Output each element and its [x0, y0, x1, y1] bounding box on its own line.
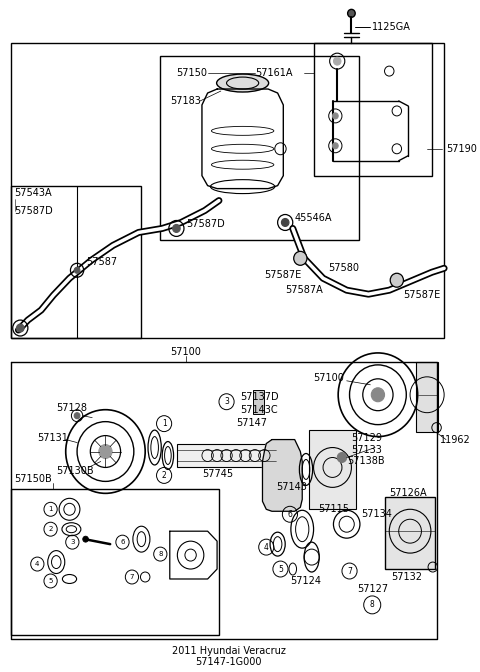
- Text: 11962: 11962: [440, 435, 471, 445]
- Text: 57130B: 57130B: [56, 466, 94, 476]
- Text: 5: 5: [278, 564, 283, 573]
- Bar: [11, 489, 219, 635]
- Text: 57126A: 57126A: [389, 489, 427, 499]
- Text: 57587D: 57587D: [14, 206, 53, 216]
- Circle shape: [337, 452, 347, 462]
- Text: 57587D: 57587D: [186, 220, 225, 229]
- Circle shape: [390, 274, 404, 287]
- Text: 57100: 57100: [313, 373, 345, 383]
- Text: 1: 1: [48, 506, 53, 512]
- Text: 4: 4: [35, 561, 39, 567]
- Circle shape: [173, 224, 180, 233]
- Text: 57161A: 57161A: [255, 68, 292, 78]
- Circle shape: [294, 251, 307, 265]
- Text: 57190: 57190: [446, 144, 477, 154]
- Bar: [160, 56, 359, 241]
- Text: 57580: 57580: [328, 263, 359, 274]
- Text: 5: 5: [48, 578, 53, 584]
- Text: 57143C: 57143C: [240, 405, 277, 415]
- Bar: [253, 390, 264, 414]
- Text: 57587: 57587: [86, 257, 118, 267]
- Circle shape: [74, 413, 80, 419]
- Text: 8: 8: [370, 600, 374, 610]
- Text: 57132: 57132: [391, 572, 422, 582]
- Text: 57127: 57127: [357, 584, 388, 594]
- Text: 2011 Hyundai Veracruz: 2011 Hyundai Veracruz: [171, 646, 286, 656]
- Text: 4: 4: [264, 542, 269, 552]
- Circle shape: [281, 218, 289, 226]
- Text: 57587E: 57587E: [404, 290, 441, 300]
- Text: 57147: 57147: [236, 417, 267, 427]
- Circle shape: [333, 113, 338, 119]
- Text: 57143: 57143: [276, 482, 307, 493]
- Circle shape: [16, 324, 24, 332]
- Circle shape: [372, 388, 384, 402]
- Text: 57115: 57115: [318, 504, 349, 514]
- Text: 57138B: 57138B: [347, 456, 384, 466]
- Text: 2: 2: [48, 526, 53, 532]
- Text: 57150B: 57150B: [14, 474, 52, 485]
- Text: 57150: 57150: [177, 68, 208, 78]
- Text: 57543A: 57543A: [14, 187, 52, 198]
- Text: 1: 1: [162, 419, 167, 428]
- Text: 57587E: 57587E: [264, 270, 301, 280]
- Ellipse shape: [216, 74, 269, 92]
- Text: 57129: 57129: [351, 433, 383, 443]
- Circle shape: [83, 536, 88, 542]
- Bar: [416, 362, 438, 431]
- Text: 7: 7: [347, 566, 352, 575]
- Bar: [384, 497, 435, 569]
- Text: 57124: 57124: [290, 576, 321, 586]
- Text: 8: 8: [158, 551, 163, 557]
- Circle shape: [74, 267, 80, 274]
- Text: 7: 7: [130, 574, 134, 580]
- Text: 1125GA: 1125GA: [372, 22, 411, 32]
- Bar: [309, 429, 356, 509]
- Text: 57147-1G000: 57147-1G000: [195, 657, 262, 667]
- Bar: [313, 43, 432, 175]
- Text: 2: 2: [162, 471, 167, 480]
- Text: 6: 6: [120, 539, 125, 545]
- Text: 57100: 57100: [170, 347, 201, 357]
- Circle shape: [99, 445, 112, 458]
- Text: 57587A: 57587A: [285, 285, 323, 295]
- Text: 57133: 57133: [351, 445, 382, 454]
- Circle shape: [348, 9, 355, 17]
- Circle shape: [333, 143, 338, 149]
- Bar: [177, 444, 276, 468]
- Text: 57131: 57131: [37, 433, 68, 443]
- Text: 57183: 57183: [170, 96, 201, 106]
- Polygon shape: [263, 439, 302, 511]
- Text: 45546A: 45546A: [295, 214, 332, 224]
- Text: 3: 3: [224, 397, 229, 407]
- Text: 57134: 57134: [361, 509, 392, 519]
- Bar: [11, 43, 444, 338]
- Text: 57137D: 57137D: [240, 392, 278, 402]
- Circle shape: [334, 57, 341, 65]
- Text: 6: 6: [288, 510, 292, 519]
- Text: 57128: 57128: [56, 403, 87, 413]
- Text: 57745: 57745: [202, 470, 233, 479]
- Bar: [11, 185, 142, 338]
- Text: 3: 3: [70, 539, 74, 545]
